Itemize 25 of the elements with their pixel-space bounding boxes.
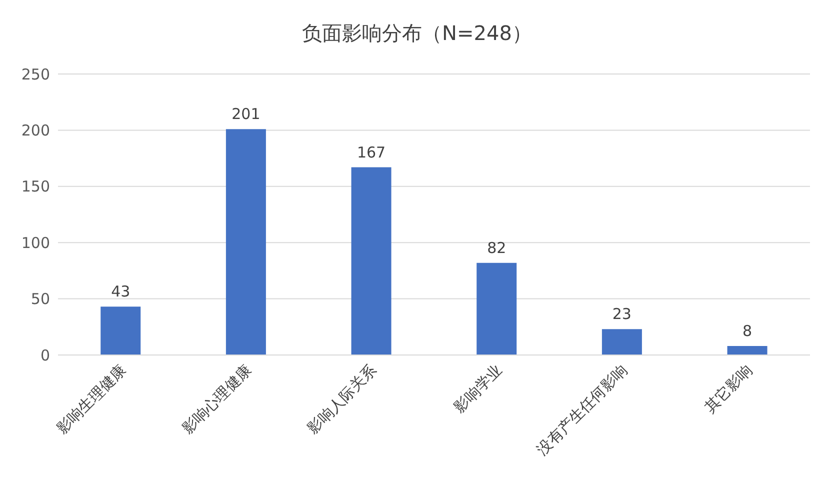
y-tick-label: 250 [21, 65, 50, 84]
x-tick-label: 影响心理健康 [178, 361, 255, 438]
data-label: 43 [111, 282, 130, 301]
bar [476, 262, 517, 355]
data-label: 8 [742, 322, 752, 340]
data-label: 167 [356, 143, 386, 162]
chart-title: 负面影响分布（N=248） [301, 20, 533, 47]
y-tick-label: 50 [30, 290, 50, 308]
x-tick-label: 其它影响 [701, 361, 756, 416]
bar [602, 329, 642, 355]
bar [226, 129, 266, 355]
y-tick-label: 150 [21, 178, 50, 196]
bar [727, 346, 768, 355]
y-tick-label: 0 [40, 346, 50, 364]
y-tick-label: 200 [21, 122, 50, 140]
y-tick-label: 100 [21, 234, 50, 252]
data-label: 23 [612, 305, 632, 324]
x-tick-label: 影响学业 [450, 361, 506, 416]
x-tick-label: 影响人际关系 [304, 361, 380, 438]
x-tick-label: 影响生理健康 [53, 361, 130, 438]
bar [100, 306, 141, 355]
x-tick-label: 没有产生任何影响 [533, 361, 631, 459]
data-label: 201 [232, 105, 260, 124]
data-label: 82 [487, 238, 506, 257]
bar [351, 167, 392, 355]
